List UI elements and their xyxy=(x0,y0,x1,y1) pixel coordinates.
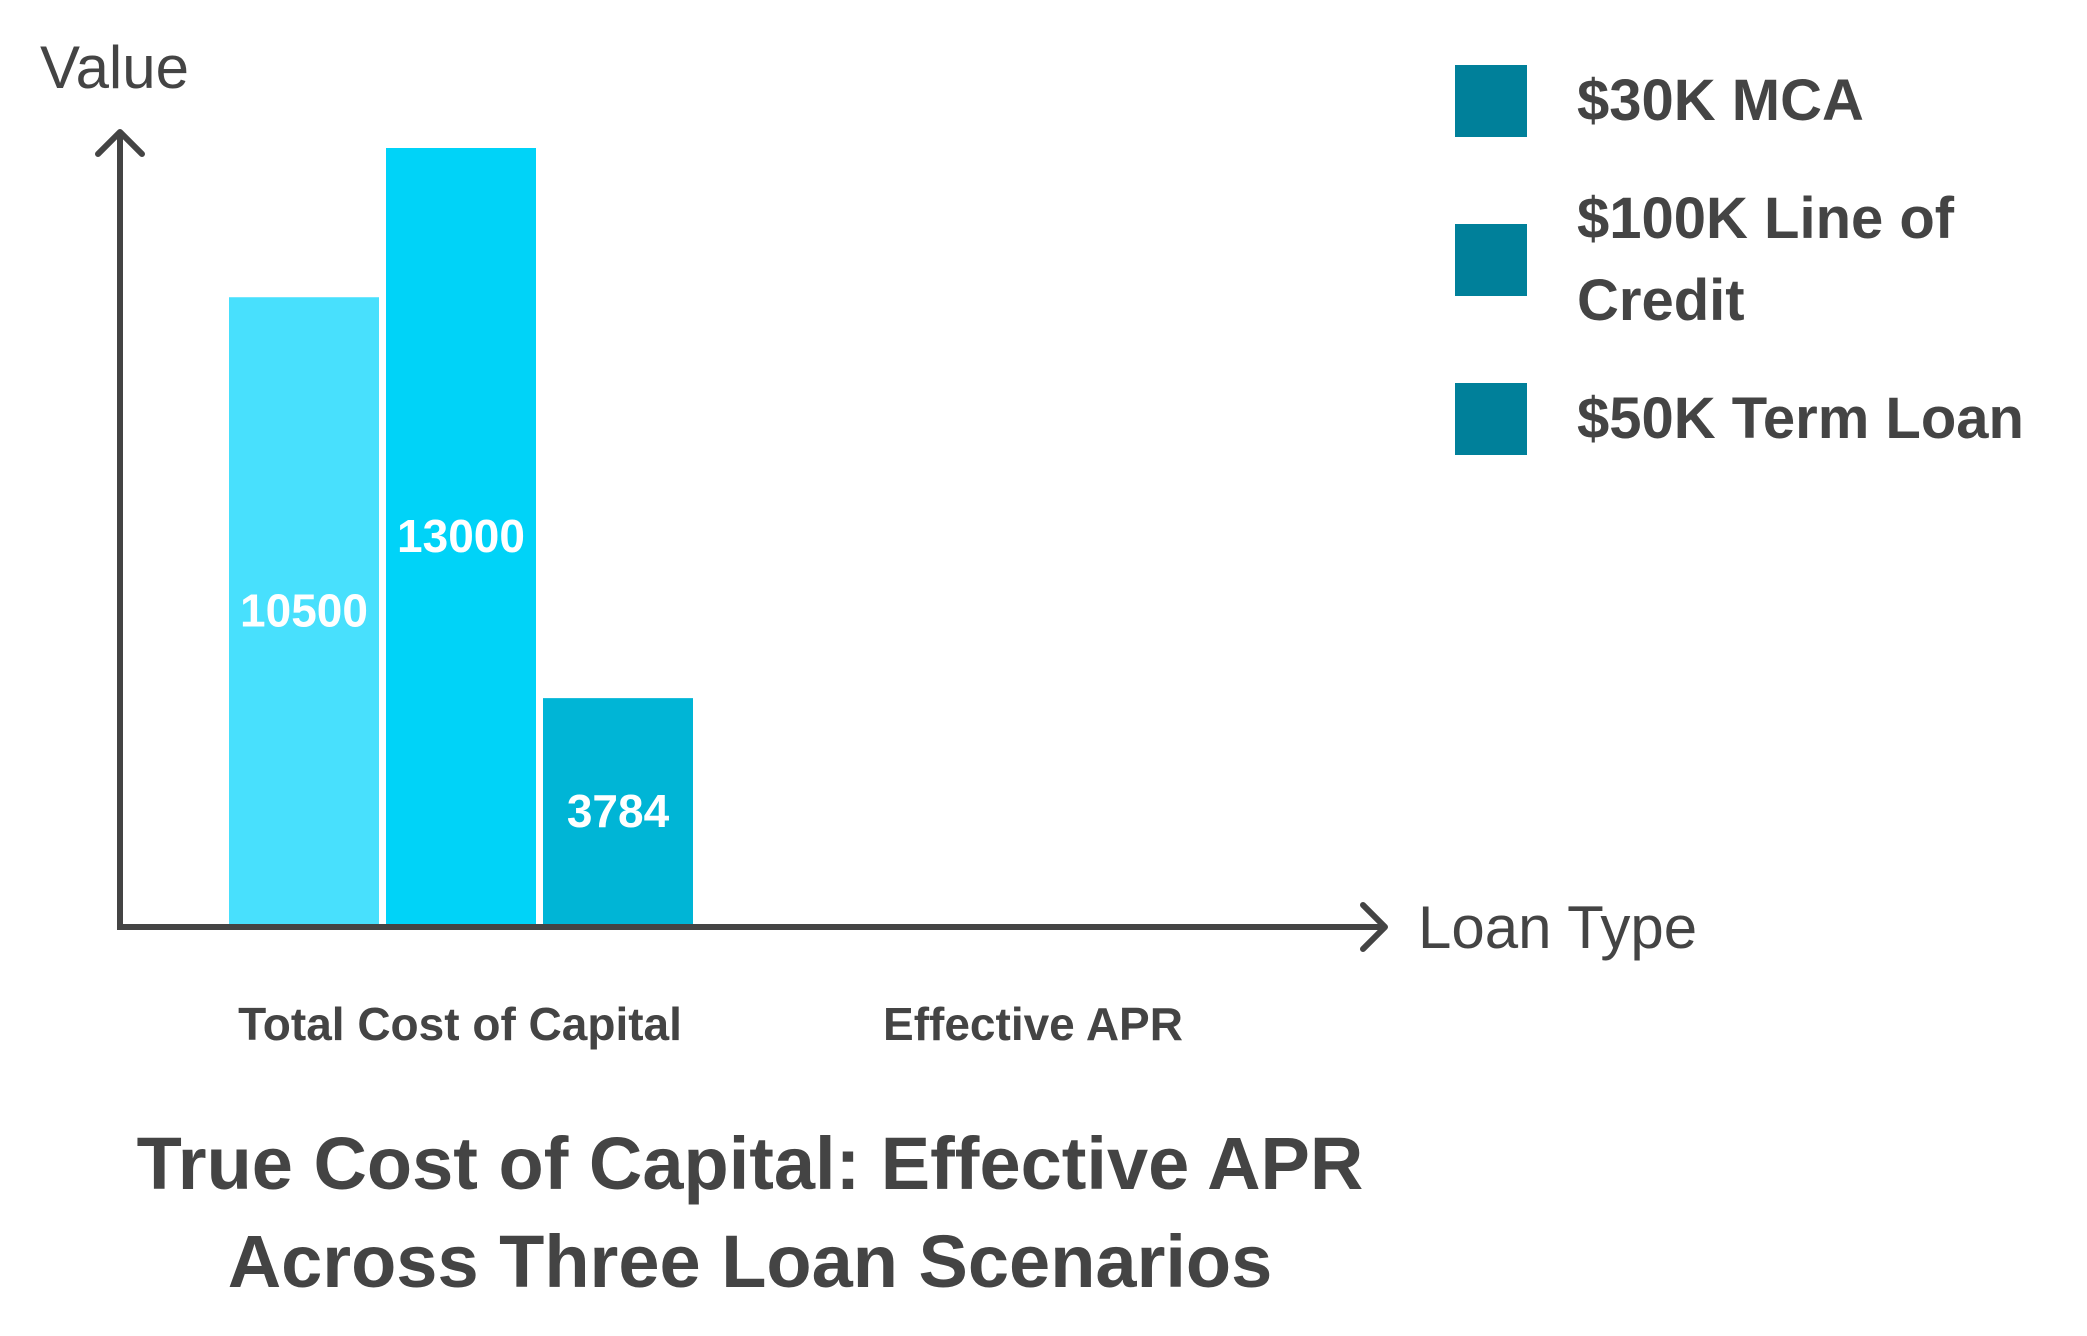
x-tick-label-effective-apr: Effective APR xyxy=(883,998,1183,1050)
legend-swatch-line-of-credit xyxy=(1455,224,1527,296)
x-axis-arrowhead xyxy=(1360,902,1388,952)
legend-label-term-loan: $50K Term Loan xyxy=(1577,386,2024,451)
data-labels-layer: 10500 13000 3784 xyxy=(240,510,670,837)
legend-item-term-loan: $50K Term Loan xyxy=(1455,378,2075,460)
bar-50k-term-loan-total-cost-of-capital xyxy=(543,698,693,924)
legend-item-line-of-credit: $100K Line of Credit xyxy=(1455,178,2075,342)
bar-100k-line-of-credit-total-cost-of-capital xyxy=(386,148,536,924)
legend-swatch-mca xyxy=(1455,65,1527,137)
data-label-50k-term-loan-total-cost-of-capital: 3784 xyxy=(567,785,670,837)
chart-title: True Cost of Capital: Effective APR Acro… xyxy=(136,1122,1364,1303)
legend: $30K MCA $100K Line of Credit $50K Term … xyxy=(1455,60,2075,496)
y-axis-arrowhead xyxy=(95,129,145,157)
legend-label-mca: $30K MCA xyxy=(1577,68,1864,133)
legend-item-mca: $30K MCA xyxy=(1455,60,2075,142)
data-label-30k-mca-total-cost-of-capital: 10500 xyxy=(240,585,368,637)
x-axis-title: Loan Type xyxy=(1418,894,1697,961)
y-axis-title: Value xyxy=(40,34,189,101)
data-label-100k-line-of-credit-total-cost-of-capital: 13000 xyxy=(397,510,525,562)
x-tick-label-total-cost: Total Cost of Capital xyxy=(238,998,682,1050)
bar-30k-mca-total-cost-of-capital xyxy=(229,297,379,924)
legend-label-line-of-credit: $100K Line of Credit xyxy=(1577,186,1955,333)
bars-layer xyxy=(229,148,693,924)
legend-swatch-term-loan xyxy=(1455,383,1527,455)
